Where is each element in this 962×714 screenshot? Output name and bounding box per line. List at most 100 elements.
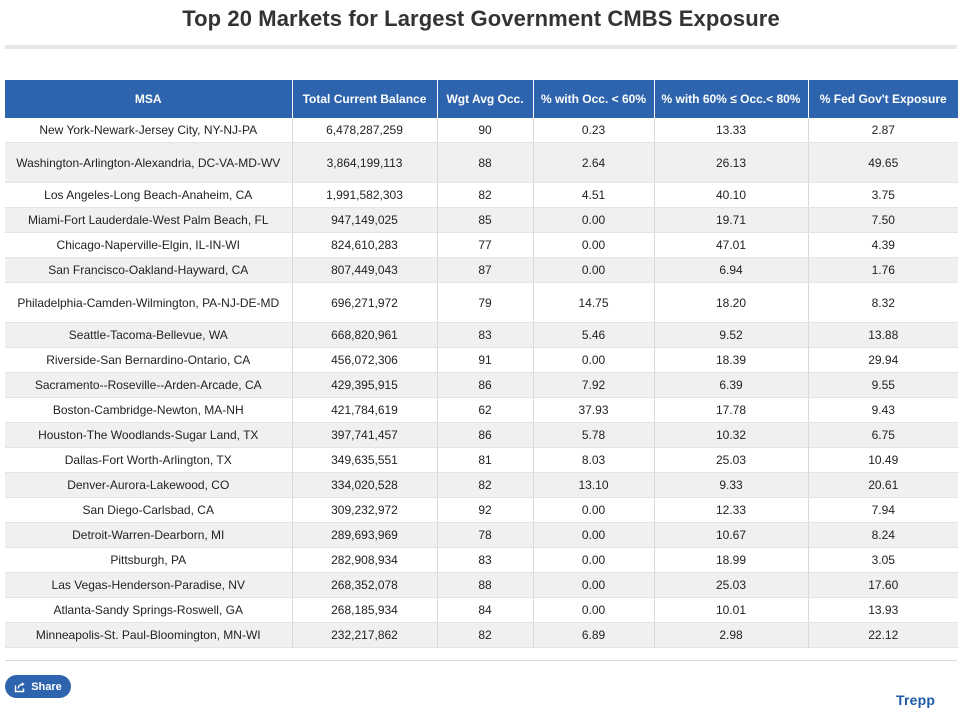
cell-total-current-balance: 807,449,043 [292,257,438,283]
table-row: Miami-Fort Lauderdale-West Palm Beach, F… [5,207,958,233]
cell-pct-fed-gov-exposure: 29.94 [808,347,958,373]
cell-pct-occ-60-to-80: 9.52 [654,322,809,348]
cell-pct-fed-gov-exposure: 9.43 [808,397,958,423]
cell-pct-fed-gov-exposure: 7.94 [808,497,958,523]
table-row: Chicago-Naperville-Elgin, IL-IN-WI 824,61… [5,232,958,258]
cell-pct-occ-below-60: 0.23 [533,118,655,143]
cell-total-current-balance: 947,149,025 [292,207,438,233]
cell-msa: Philadelphia-Camden-Wilmington, PA-NJ-DE… [5,282,293,323]
cell-pct-fed-gov-exposure: 4.39 [808,232,958,258]
cell-pct-occ-60-to-80: 2.98 [654,622,809,648]
table-row: San Diego-Carlsbad, CA 309,232,972 92 0.00 1… [5,497,958,523]
cell-pct-occ-60-to-80: 6.39 [654,372,809,398]
cell-pct-occ-60-to-80: 10.67 [654,522,809,548]
page-title: Top 20 Markets for Largest Government CM… [182,6,780,31]
cell-pct-fed-gov-exposure: 3.05 [808,547,958,573]
cell-pct-occ-below-60: 13.10 [533,472,655,498]
cell-msa: Atlanta-Sandy Springs-Roswell, GA [5,597,293,623]
cell-wgt-avg-occ: 84 [437,597,534,623]
cell-msa: Boston-Cambridge-Newton, MA-NH [5,397,293,423]
cell-total-current-balance: 824,610,283 [292,232,438,258]
column-header-total-current-balance[interactable]: Total Current Balance [292,80,438,118]
cell-pct-occ-below-60: 0.00 [533,597,655,623]
cell-pct-occ-60-to-80: 17.78 [654,397,809,423]
column-header-pct-fed-gov-exposure[interactable]: % Fed Gov't Exposure [808,80,958,118]
cell-pct-occ-60-to-80: 10.01 [654,597,809,623]
column-header-msa[interactable]: MSA [5,80,293,118]
cell-msa: San Diego-Carlsbad, CA [5,497,293,523]
table-row: New York-Newark-Jersey City, NY-NJ-PA 6,4… [5,118,958,143]
cell-total-current-balance: 421,784,619 [292,397,438,423]
cell-msa: Las Vegas-Henderson-Paradise, NV [5,572,293,598]
cell-msa: Minneapolis-St. Paul-Bloomington, MN-WI [5,622,293,648]
column-header-wgt-avg-occ[interactable]: Wgt Avg Occ. [437,80,534,118]
footer-divider [5,660,957,661]
cell-pct-fed-gov-exposure: 8.24 [808,522,958,548]
cell-msa: Dallas-Fort Worth-Arlington, TX [5,447,293,473]
cell-total-current-balance: 289,693,969 [292,522,438,548]
column-header-pct-occ-60-to-80[interactable]: % with 60% ≤ Occ.< 80% [654,80,809,118]
cell-pct-fed-gov-exposure: 22.12 [808,622,958,648]
table-row: Boston-Cambridge-Newton, MA-NH 421,784,61… [5,397,958,423]
cell-wgt-avg-occ: 85 [437,207,534,233]
cell-pct-occ-below-60: 7.92 [533,372,655,398]
cell-pct-occ-below-60: 0.00 [533,347,655,373]
cell-pct-fed-gov-exposure: 13.93 [808,597,958,623]
cell-pct-occ-60-to-80: 12.33 [654,497,809,523]
cell-pct-occ-below-60: 6.89 [533,622,655,648]
table-row: Los Angeles-Long Beach-Anaheim, CA 1,991,… [5,182,958,208]
cell-pct-occ-60-to-80: 26.13 [654,142,809,183]
cell-total-current-balance: 1,991,582,303 [292,182,438,208]
cell-pct-occ-below-60: 0.00 [533,232,655,258]
cell-pct-occ-60-to-80: 25.03 [654,447,809,473]
cell-msa: Denver-Aurora-Lakewood, CO [5,472,293,498]
cell-wgt-avg-occ: 82 [437,182,534,208]
cell-wgt-avg-occ: 77 [437,232,534,258]
cell-msa: Pittsburgh, PA [5,547,293,573]
cell-total-current-balance: 232,217,862 [292,622,438,648]
cell-wgt-avg-occ: 78 [437,522,534,548]
cell-msa: Seattle-Tacoma-Bellevue, WA [5,322,293,348]
cell-msa: Washington-Arlington-Alexandria, DC-VA-M… [5,142,293,183]
cell-total-current-balance: 282,908,934 [292,547,438,573]
table-row: Detroit-Warren-Dearborn, MI 289,693,969 78… [5,522,958,548]
cell-total-current-balance: 3,864,199,113 [292,142,438,183]
cell-pct-occ-60-to-80: 6.94 [654,257,809,283]
cell-msa: San Francisco-Oakland-Hayward, CA [5,257,293,283]
cell-msa: Los Angeles-Long Beach-Anaheim, CA [5,182,293,208]
table-row: Denver-Aurora-Lakewood, CO 334,020,528 82 1… [5,472,958,498]
cell-total-current-balance: 696,271,972 [292,282,438,323]
cell-total-current-balance: 456,072,306 [292,347,438,373]
cell-pct-occ-below-60: 5.78 [533,422,655,448]
cell-pct-fed-gov-exposure: 20.61 [808,472,958,498]
cell-total-current-balance: 397,741,457 [292,422,438,448]
table-row: Washington-Arlington-Alexandria, DC-VA-M… [5,142,958,183]
column-header-pct-occ-below-60[interactable]: % with Occ. < 60% [533,80,655,118]
cell-total-current-balance: 334,020,528 [292,472,438,498]
cell-msa: New York-Newark-Jersey City, NY-NJ-PA [5,118,293,143]
cell-pct-occ-below-60: 0.00 [533,522,655,548]
cell-pct-fed-gov-exposure: 6.75 [808,422,958,448]
title-divider [5,45,957,49]
cell-msa: Houston-The Woodlands-Sugar Land, TX [5,422,293,448]
table-row: Las Vegas-Henderson-Paradise, NV 268,352,… [5,572,958,598]
cell-pct-occ-below-60: 2.64 [533,142,655,183]
cell-pct-occ-below-60: 0.00 [533,497,655,523]
cell-pct-fed-gov-exposure: 17.60 [808,572,958,598]
cell-pct-occ-below-60: 0.00 [533,207,655,233]
cell-wgt-avg-occ: 82 [437,472,534,498]
table-row: San Francisco-Oakland-Hayward, CA 807,449… [5,257,958,283]
share-button[interactable]: Share [5,675,71,698]
cell-total-current-balance: 309,232,972 [292,497,438,523]
cell-msa: Chicago-Naperville-Elgin, IL-IN-WI [5,232,293,258]
cell-pct-occ-60-to-80: 18.99 [654,547,809,573]
cell-pct-fed-gov-exposure: 8.32 [808,282,958,323]
cell-msa: Sacramento--Roseville--Arden-Arcade, CA [5,372,293,398]
market-exposure-table: MSA Total Current Balance Wgt Avg Occ. %… [5,80,958,648]
table-row: Atlanta-Sandy Springs-Roswell, GA 268,185… [5,597,958,623]
table-header-row: MSA Total Current Balance Wgt Avg Occ. %… [5,80,958,118]
cell-wgt-avg-occ: 62 [437,397,534,423]
share-button-label: Share [31,680,62,693]
cell-pct-occ-60-to-80: 25.03 [654,572,809,598]
cell-pct-fed-gov-exposure: 9.55 [808,372,958,398]
